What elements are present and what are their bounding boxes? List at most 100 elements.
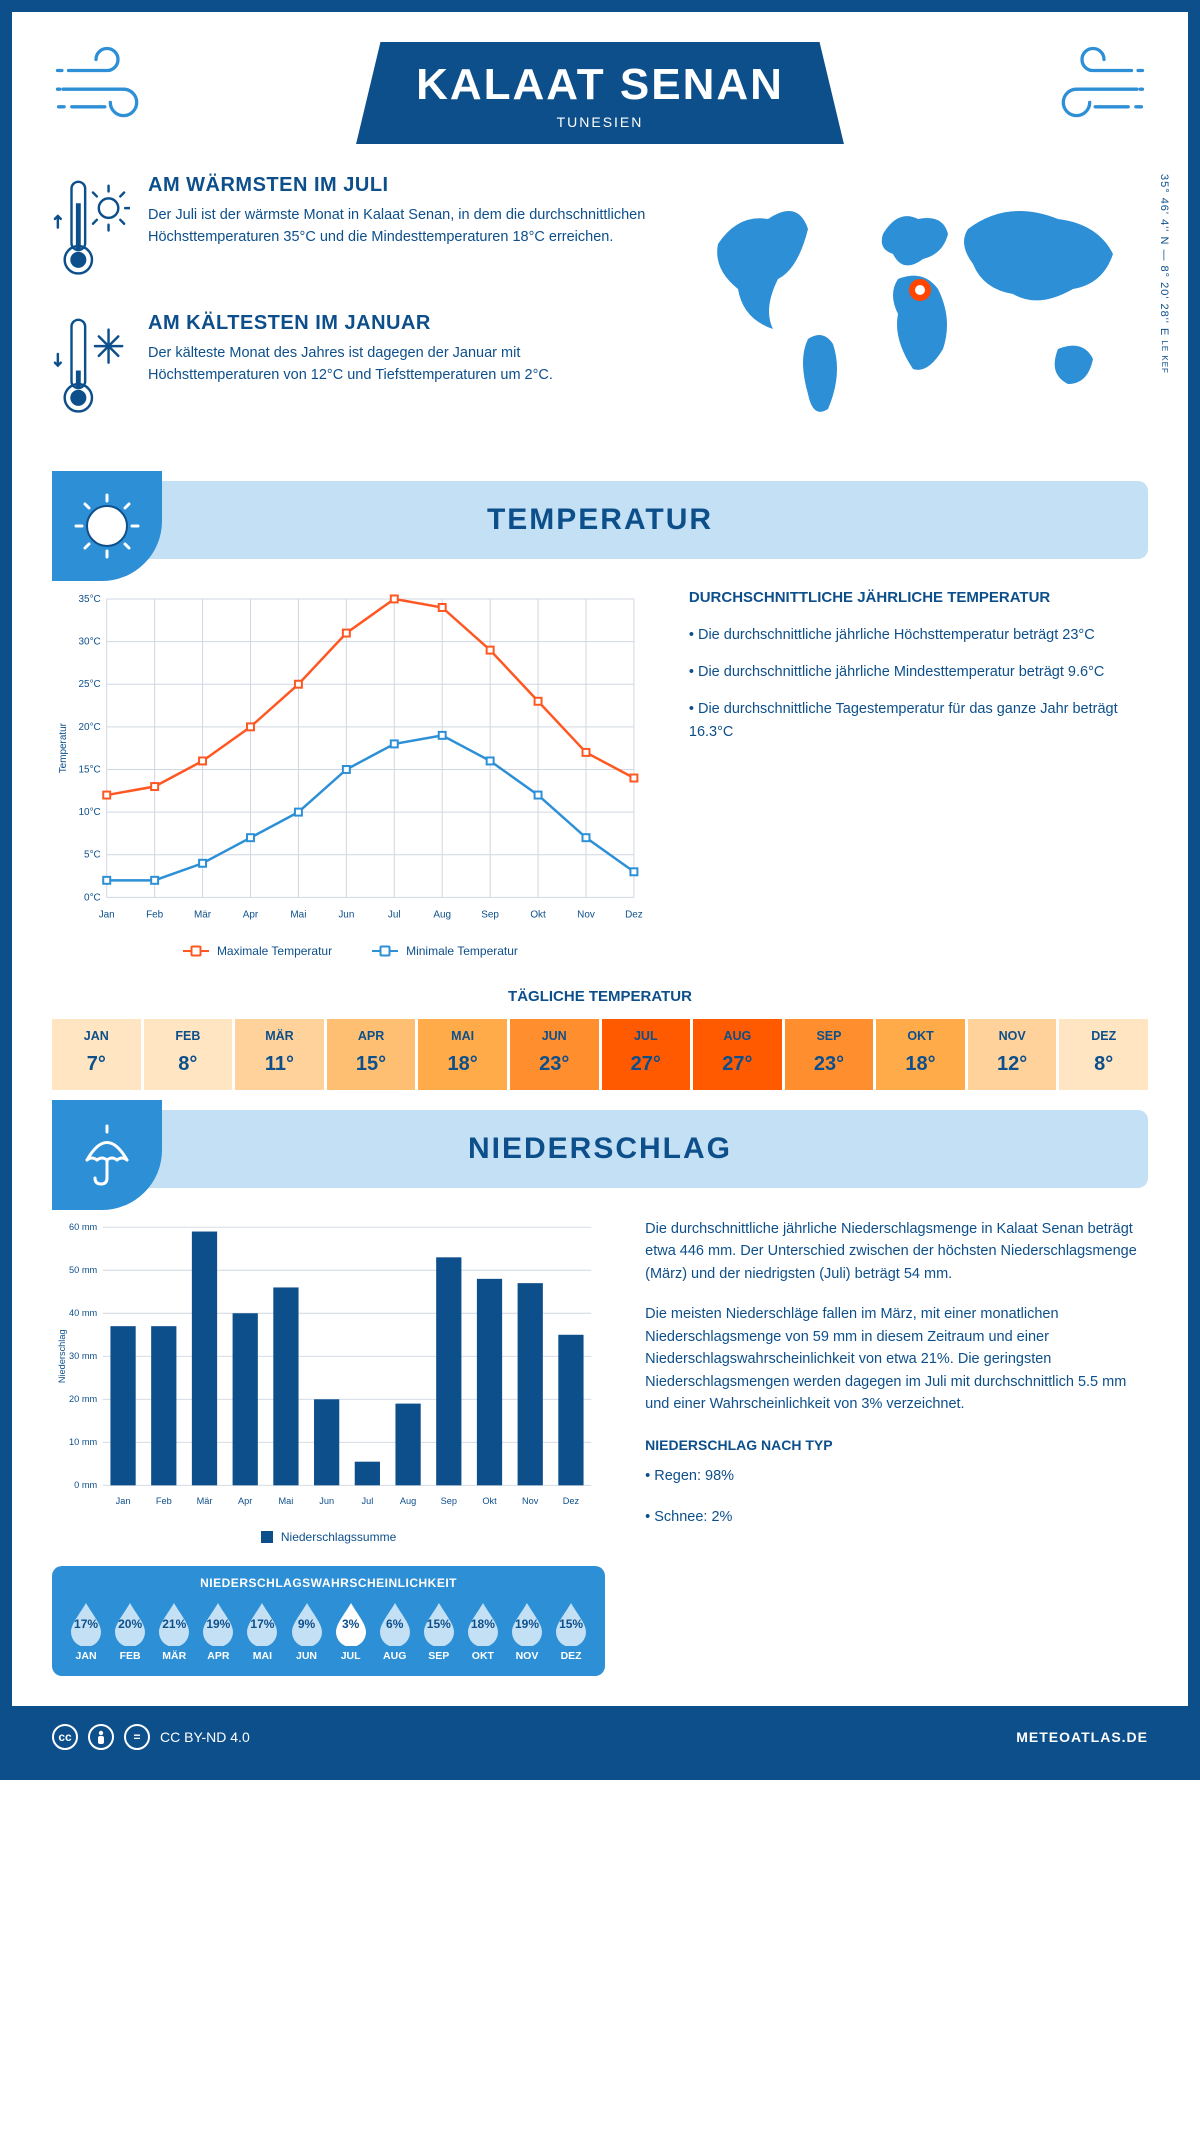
license-block: cc = CC BY-ND 4.0 <box>52 1724 250 1750</box>
precip-legend-label: Niederschlagssumme <box>281 1530 396 1544</box>
temperature-title: TEMPERATUR <box>52 503 1148 537</box>
precip-row: 0 mm10 mm20 mm30 mm40 mm50 mm60 mmJanFeb… <box>52 1218 1148 1676</box>
by-icon <box>88 1724 114 1750</box>
cc-icon: cc <box>52 1724 78 1750</box>
svg-text:0 mm: 0 mm <box>74 1480 97 1490</box>
daily-temp-cell: FEB8° <box>144 1019 233 1090</box>
svg-text:25°C: 25°C <box>79 679 101 690</box>
svg-text:Jun: Jun <box>338 909 354 920</box>
precip-left: 0 mm10 mm20 mm30 mm40 mm50 mm60 mmJanFeb… <box>52 1218 605 1676</box>
temp-side-b2: • Die durchschnittliche jährliche Mindes… <box>689 661 1148 684</box>
svg-text:5°C: 5°C <box>84 849 101 860</box>
svg-text:Jan: Jan <box>116 1496 131 1506</box>
daily-temp-cell: OKT18° <box>876 1019 965 1090</box>
title-banner: KALAAT SENAN TUNESIEN <box>356 42 844 144</box>
svg-text:Mai: Mai <box>279 1496 294 1506</box>
svg-text:40 mm: 40 mm <box>69 1308 97 1318</box>
svg-text:Aug: Aug <box>433 909 451 920</box>
sun-icon <box>52 471 162 581</box>
svg-text:Feb: Feb <box>156 1496 172 1506</box>
info-row: AM WÄRMSTEN IM JULI Der Juli ist der wär… <box>52 174 1148 451</box>
info-left: AM WÄRMSTEN IM JULI Der Juli ist der wär… <box>52 174 648 451</box>
svg-text:20°C: 20°C <box>79 721 101 732</box>
precip-t2: • Schnee: 2% <box>645 1506 1148 1528</box>
precip-legend: Niederschlagssumme <box>52 1530 605 1544</box>
svg-text:60 mm: 60 mm <box>69 1222 97 1232</box>
warm-text: AM WÄRMSTEN IM JULI Der Juli ist der wär… <box>148 174 648 286</box>
temperature-chart-svg: 0°C5°C10°C15°C20°C25°C30°C35°CJanFebMärA… <box>52 589 649 927</box>
svg-text:Jun: Jun <box>319 1496 334 1506</box>
daily-temp-grid: JAN7°FEB8°MÄR11°APR15°MAI18°JUN23°JUL27°… <box>52 1019 1148 1090</box>
temp-side-b1: • Die durchschnittliche jährliche Höchst… <box>689 624 1148 647</box>
prob-title: NIEDERSCHLAGSWAHRSCHEINLICHKEIT <box>66 1576 591 1590</box>
svg-text:Apr: Apr <box>243 909 259 920</box>
probability-drop: 15%DEZ <box>551 1600 591 1662</box>
coords-region: LE KEF <box>1160 340 1169 374</box>
svg-text:Apr: Apr <box>238 1496 252 1506</box>
site-name: METEOATLAS.DE <box>1016 1729 1148 1745</box>
daily-temp-cell: JUL27° <box>602 1019 691 1090</box>
legend-swatch <box>261 1531 273 1543</box>
wind-icon-right <box>1038 42 1148 132</box>
svg-text:50 mm: 50 mm <box>69 1265 97 1275</box>
page-title: KALAAT SENAN <box>416 60 784 110</box>
precip-t1: • Regen: 98% <box>645 1465 1148 1487</box>
svg-text:Aug: Aug <box>400 1496 416 1506</box>
wind-icon-left <box>52 42 162 132</box>
precip-p2: Die meisten Niederschläge fallen im März… <box>645 1303 1148 1415</box>
svg-text:10°C: 10°C <box>79 807 101 818</box>
svg-text:Jul: Jul <box>361 1496 373 1506</box>
cold-heading: AM KÄLTESTEN IM JANUAR <box>148 312 648 335</box>
probability-drops: 17%JAN20%FEB21%MÄR19%APR17%MAI9%JUN3%JUL… <box>66 1600 591 1662</box>
thermometer-cold-icon <box>52 312 130 424</box>
probability-drop: 17%JAN <box>66 1600 106 1662</box>
svg-text:Mär: Mär <box>194 909 212 920</box>
warm-block: AM WÄRMSTEN IM JULI Der Juli ist der wär… <box>52 174 648 286</box>
probability-drop: 9%JUN <box>286 1600 326 1662</box>
svg-text:Mär: Mär <box>197 1496 213 1506</box>
svg-text:30°C: 30°C <box>79 636 101 647</box>
header-row: KALAAT SENAN TUNESIEN <box>52 42 1148 144</box>
daily-temp-cell: NOV12° <box>968 1019 1057 1090</box>
daily-temp-cell: APR15° <box>327 1019 416 1090</box>
daily-temp-cell: JAN7° <box>52 1019 141 1090</box>
world-map-svg <box>688 174 1148 434</box>
temp-side-heading: DURCHSCHNITTLICHE JÄHRLICHE TEMPERATUR <box>689 589 1148 606</box>
svg-text:15°C: 15°C <box>79 764 101 775</box>
svg-text:Nov: Nov <box>522 1496 539 1506</box>
license-text: CC BY-ND 4.0 <box>160 1729 250 1745</box>
precip-section-head: NIEDERSCHLAG <box>52 1110 1148 1188</box>
daily-temp-cell: MAI18° <box>418 1019 507 1090</box>
temperature-section-head: TEMPERATUR <box>52 481 1148 559</box>
umbrella-icon <box>52 1100 162 1210</box>
svg-text:0°C: 0°C <box>84 892 101 903</box>
svg-text:Okt: Okt <box>530 909 546 920</box>
temperature-legend: .lg-swatch[style*='#ff5722']::after{bord… <box>52 944 649 958</box>
cold-text: AM KÄLTESTEN IM JANUAR Der kälteste Mona… <box>148 312 648 424</box>
precip-legend-item: Niederschlagssumme <box>261 1530 396 1544</box>
warm-heading: AM WÄRMSTEN IM JULI <box>148 174 648 197</box>
precip-side: Die durchschnittliche jährliche Niedersc… <box>645 1218 1148 1676</box>
precip-probability-box: NIEDERSCHLAGSWAHRSCHEINLICHKEIT 17%JAN20… <box>52 1566 605 1676</box>
daily-temp-cell: JUN23° <box>510 1019 599 1090</box>
location-marker <box>909 279 931 301</box>
svg-text:Sep: Sep <box>481 909 499 920</box>
daily-temp-cell: DEZ8° <box>1059 1019 1148 1090</box>
daily-temp-cell: MÄR11° <box>235 1019 324 1090</box>
temperature-side: DURCHSCHNITTLICHE JÄHRLICHE TEMPERATUR •… <box>689 589 1148 958</box>
page-subtitle: TUNESIEN <box>416 114 784 130</box>
probability-drop: 20%FEB <box>110 1600 150 1662</box>
thermometer-hot-icon <box>52 174 130 286</box>
temp-side-b3: • Die durchschnittliche Tagestemperatur … <box>689 698 1148 744</box>
probability-drop: 15%SEP <box>419 1600 459 1662</box>
coords-text: 35° 46' 4'' N — 8° 20' 28'' E <box>1158 174 1170 336</box>
precip-chart-svg: 0 mm10 mm20 mm30 mm40 mm50 mm60 mmJanFeb… <box>52 1218 605 1513</box>
svg-text:Sep: Sep <box>441 1496 457 1506</box>
svg-text:35°C: 35°C <box>79 593 101 604</box>
svg-text:Temperatur: Temperatur <box>58 722 69 773</box>
svg-text:Nov: Nov <box>577 909 595 920</box>
nd-icon: = <box>124 1724 150 1750</box>
legend-item: .lg-swatch[style*='#ff5722']::after{bord… <box>183 944 332 958</box>
svg-text:10 mm: 10 mm <box>69 1437 97 1447</box>
probability-drop: 21%MÄR <box>154 1600 194 1662</box>
